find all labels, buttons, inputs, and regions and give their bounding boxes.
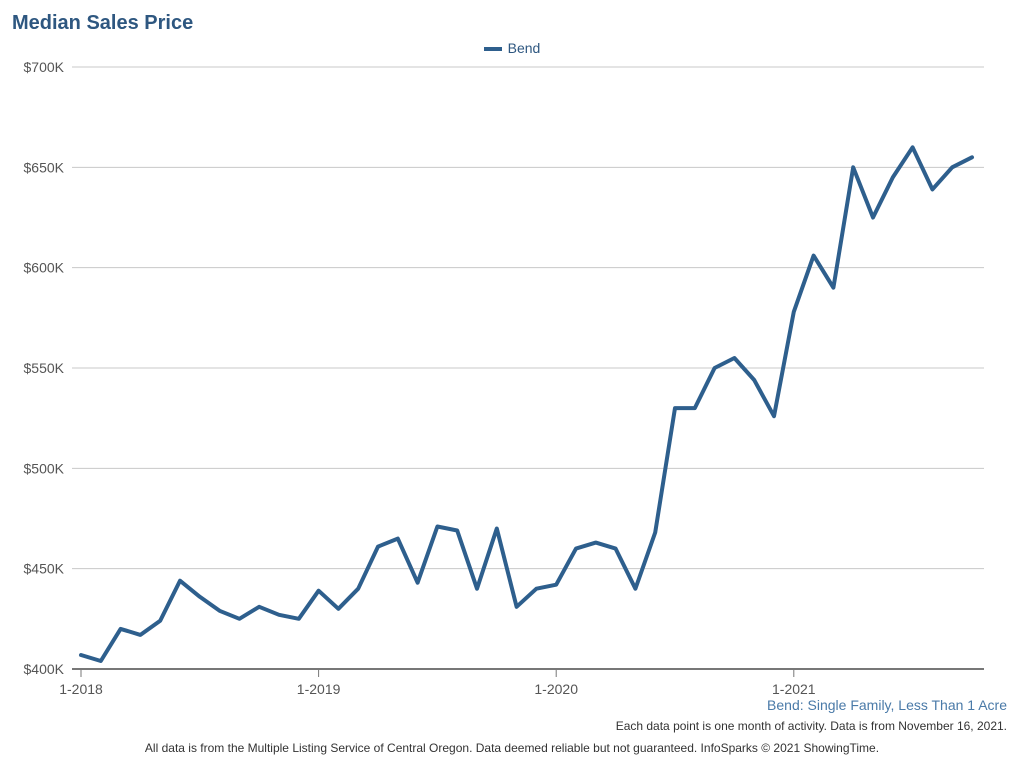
y-tick-label: $450K (24, 561, 65, 577)
x-tick-label: 1-2019 (297, 681, 341, 697)
chart-subtitle: Bend: Single Family, Less Than 1 Acre (767, 697, 1007, 713)
legend-swatch (483, 47, 502, 52)
y-tick-label: $600K (24, 260, 65, 276)
legend: Bend (0, 40, 1024, 56)
y-tick-label: $550K (24, 360, 65, 376)
series-line-bend (79, 145, 974, 663)
data-note: Each data point is one month of activity… (615, 719, 1007, 733)
legend-label: Bend (507, 40, 541, 56)
chart-title: Median Sales Price (12, 12, 194, 34)
y-tick-label: $650K (24, 159, 65, 175)
y-axis-ticks: $400K $450K $500K $550K $600K $650K $700K (24, 59, 65, 677)
y-tick-label: $700K (24, 59, 65, 75)
y-tick-label: $400K (24, 661, 65, 677)
y-tick-label: $500K (24, 460, 65, 476)
footer-disclaimer: All data is from the Multiple Listing Se… (144, 741, 880, 755)
x-tick-label: 1-2020 (534, 681, 578, 697)
x-tick-label: 1-2021 (772, 681, 816, 697)
x-tick-label: 1-2018 (59, 681, 103, 697)
gridlines (72, 66, 984, 570)
x-axis-ticks: 1-2018 1-2019 1-2020 1-2021 (59, 669, 816, 697)
